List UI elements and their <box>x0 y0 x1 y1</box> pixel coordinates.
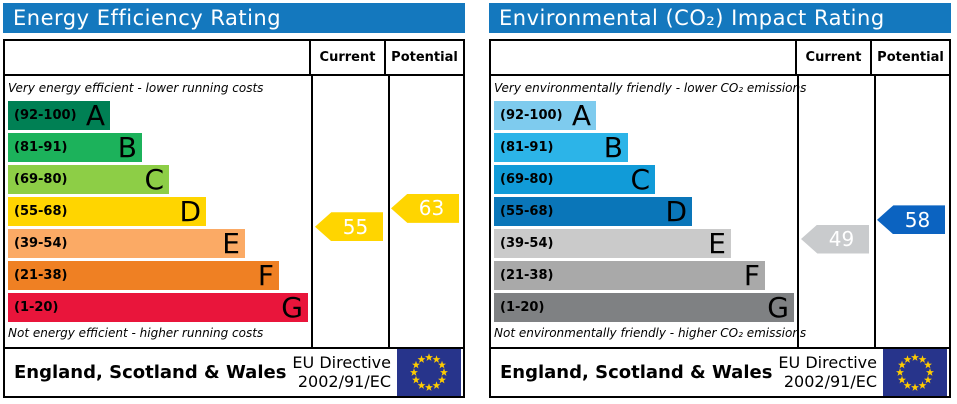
band-letter: F <box>257 258 274 292</box>
band-letter: B <box>117 130 137 164</box>
header-cell-current: Current <box>311 41 386 74</box>
band-bar-F: (21-38) F <box>8 261 279 290</box>
rating-bands: (92-100) A (81-91) B (69-80) C (55-68) D (39-54)… <box>494 101 794 325</box>
band-range-label: (21-38) <box>500 268 554 283</box>
band-letter: E <box>708 226 726 260</box>
rating-table: Current Potential Very energy efficient … <box>3 39 465 398</box>
current-rating-arrow: 49 <box>801 224 869 254</box>
rating-band-D: (55-68) D <box>494 197 794 226</box>
environmental-impact-panel: Environmental (CO₂) Impact Rating Curren… <box>489 3 951 398</box>
band-bar-B: (81-91) B <box>494 133 628 162</box>
band-range-label: (92-100) <box>14 108 77 123</box>
top-caption: Very environmentally friendly - lower CO… <box>494 81 807 95</box>
band-letter: F <box>743 258 760 292</box>
band-letter: D <box>179 194 201 228</box>
band-range-label: (1-20) <box>14 300 59 315</box>
top-caption: Very energy efficient - lower running co… <box>8 81 264 95</box>
rating-band-F: (21-38) F <box>8 261 308 290</box>
band-range-label: (55-68) <box>500 204 554 219</box>
header-cell-empty <box>491 41 797 74</box>
band-letter: A <box>85 98 105 132</box>
band-letter: G <box>281 290 303 324</box>
table-footer: England, Scotland & Wales EU Directive 2… <box>5 349 463 396</box>
potential-rating-arrow: 63 <box>391 193 459 223</box>
band-letter: C <box>630 162 650 196</box>
band-bar-D: (55-68) D <box>494 197 692 226</box>
panel-title: Environmental (CO₂) Impact Rating <box>489 3 951 33</box>
band-letter: C <box>144 162 164 196</box>
energy-efficiency-panel: Energy Efficiency Rating Current Potenti… <box>3 3 465 398</box>
band-bar-A: (92-100) A <box>8 101 110 130</box>
band-bar-C: (69-80) C <box>8 165 169 194</box>
band-range-label: (39-54) <box>500 236 554 251</box>
rating-band-D: (55-68) D <box>8 197 308 226</box>
band-range-label: (1-20) <box>500 300 545 315</box>
band-bar-C: (69-80) C <box>494 165 655 194</box>
band-range-label: (21-38) <box>14 268 68 283</box>
rating-band-F: (21-38) F <box>494 261 794 290</box>
band-letter: G <box>767 290 789 324</box>
rating-band-G: (1-20) G <box>8 293 308 322</box>
rating-band-C: (69-80) C <box>8 165 308 194</box>
band-bar-B: (81-91) B <box>8 133 142 162</box>
eu-flag-icon <box>883 349 947 396</box>
table-header-row: Current Potential <box>491 41 949 76</box>
band-bar-G: (1-20) G <box>8 293 308 322</box>
header-cell-potential: Potential <box>877 50 944 65</box>
band-range-label: (92-100) <box>500 108 563 123</box>
table-footer: England, Scotland & Wales EU Directive 2… <box>491 349 949 396</box>
band-bar-E: (39-54) E <box>8 229 245 258</box>
chart-body: Very environmentally friendly - lower CO… <box>491 76 949 349</box>
bottom-caption: Not energy efficient - higher running co… <box>8 326 264 340</box>
column-divider <box>797 76 799 347</box>
band-bar-A: (92-100) A <box>494 101 596 130</box>
band-range-label: (81-91) <box>500 140 554 155</box>
rating-band-B: (81-91) B <box>8 133 308 162</box>
band-range-label: (69-80) <box>14 172 68 187</box>
band-letter: D <box>665 194 687 228</box>
rating-band-C: (69-80) C <box>494 165 794 194</box>
region-label: England, Scotland & Wales <box>14 362 287 383</box>
band-range-label: (81-91) <box>14 140 68 155</box>
rating-band-E: (39-54) E <box>494 229 794 258</box>
bottom-caption: Not environmentally friendly - higher CO… <box>494 326 807 340</box>
potential-rating-arrow: 58 <box>877 205 945 235</box>
band-bar-D: (55-68) D <box>8 197 206 226</box>
eu-flag-icon <box>397 349 461 396</box>
rating-band-G: (1-20) G <box>494 293 794 322</box>
column-divider <box>388 76 390 347</box>
column-divider <box>874 76 876 347</box>
band-range-label: (69-80) <box>500 172 554 187</box>
rating-band-A: (92-100) A <box>8 101 308 130</box>
band-bar-F: (21-38) F <box>494 261 765 290</box>
current-rating-arrow: 55 <box>315 212 383 242</box>
band-letter: E <box>222 226 240 260</box>
band-letter: A <box>571 98 591 132</box>
rating-band-E: (39-54) E <box>8 229 308 258</box>
band-bar-G: (1-20) G <box>494 293 794 322</box>
eu-directive-label: EU Directive 2002/91/EC <box>778 352 877 391</box>
band-range-label: (39-54) <box>14 236 68 251</box>
rating-band-B: (81-91) B <box>494 133 794 162</box>
region-label: England, Scotland & Wales <box>500 362 773 383</box>
header-cell-current: Current <box>797 41 872 74</box>
header-cell-empty <box>5 41 311 74</box>
band-letter: B <box>603 130 623 164</box>
rating-table: Current Potential Very environmentally f… <box>489 39 951 398</box>
table-header-row: Current Potential <box>5 41 463 76</box>
header-cell-potential: Potential <box>391 50 458 65</box>
panel-title: Energy Efficiency Rating <box>3 3 465 33</box>
chart-body: Very energy efficient - lower running co… <box>5 76 463 349</box>
band-range-label: (55-68) <box>14 204 68 219</box>
eu-directive-label: EU Directive 2002/91/EC <box>292 352 391 391</box>
rating-bands: (92-100) A (81-91) B (69-80) C (55-68) D (39-54)… <box>8 101 308 325</box>
band-bar-E: (39-54) E <box>494 229 731 258</box>
column-divider <box>311 76 313 347</box>
rating-band-A: (92-100) A <box>494 101 794 130</box>
